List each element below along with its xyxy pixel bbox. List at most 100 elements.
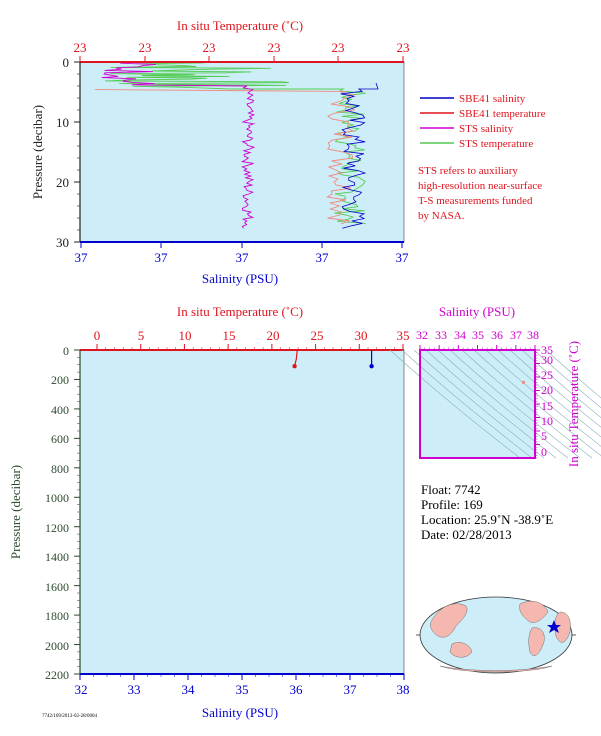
full-depth-temp-tick-label: 20 [267,328,280,343]
near-surface-salinity-tick-label: 37 [316,250,330,265]
full-depth-temp-tick-label: 0 [94,328,101,343]
near-surface-temp-tick-label: 23 [268,40,281,55]
full-depth-temp-tick-label: 30 [355,328,368,343]
full-depth-plot-area [80,350,404,674]
map-land-south-america [528,627,545,656]
legend-label: STS salinity [459,123,514,135]
ts-temperature-tick-label: 10 [541,414,553,428]
ts-contour-line [401,349,533,459]
legend-note-line: by NASA. [418,210,465,222]
full-depth-pressure-tick-label: 200 [51,373,69,387]
near-surface-pressure-tick-label: 20 [56,175,69,190]
sbe41-temperature-profile-line [294,350,298,367]
legend-note-line: T-S measurements funded [418,195,533,207]
full-depth-salinity-tick-label: 38 [397,682,410,697]
ts-contour-line [509,349,601,428]
full-depth-pressure-tick-label: 1800 [45,609,69,623]
ts-contour-line [389,349,521,459]
full-depth-ticks [74,344,405,680]
ts-salinity-tick-label: 37 [510,328,522,342]
ts-diagram: Salinity (PSU) 32 33 34 35 36 37 38 0 5 … [389,304,601,467]
ts-contour-line [497,349,601,438]
full-depth-salinity-tick-label: 36 [290,682,304,697]
ts-contour-line [485,349,601,447]
full-depth-salinity-tick-label: 32 [75,682,88,697]
map-land-australia [449,642,473,658]
world-location-map [416,596,576,674]
ts-points [521,380,526,384]
near-surface-temperature-axis-title: In situ Temperature (˚C) [177,18,303,33]
near-surface-salinity-tick-label: 37 [236,250,250,265]
sts-temperature-line [104,61,366,224]
near-surface-ticks [74,56,404,248]
full-depth-traces [292,350,374,369]
profile-end-point [369,364,374,369]
near-surface-pressure-tick-label: 10 [56,115,69,130]
near-surface-pressure-tick-label: 30 [56,235,69,250]
ts-contour-line [533,349,601,409]
full-depth-temp-tick-label: 35 [397,328,410,343]
near-surface-temp-tick-label: 23 [203,40,216,55]
near-surface-salinity-tick-label: 37 [396,250,410,265]
ts-salinity-tick-label: 36 [491,328,503,342]
location-line: Location: 25.9˚N -38.9˚E [421,512,553,527]
ts-contour-line [413,349,545,459]
map-land-africa-europe [554,611,571,643]
full-depth-pressure-axis-title: Pressure (decibar) [8,465,23,559]
full-depth-temp-tick-label: 25 [311,328,324,343]
full-depth-pressure-tick-label: 1000 [45,491,69,505]
sbe41-salinity-line [340,82,379,229]
legend-label: SBE41 temperature [459,108,546,120]
full-depth-pressure-tick-label: 800 [51,462,69,476]
near-surface-temp-tick-label: 23 [397,40,410,55]
near-surface-pressure-tick-label: 0 [63,55,70,70]
near-surface-pressure-axis-title: Pressure (decibar) [30,105,45,199]
near-surface-salinity-tick-label: 37 [75,250,89,265]
sbe41-temperature-line [94,89,356,225]
full-depth-salinity-tick-label: 34 [182,682,196,697]
map-land-antarctica [439,665,553,673]
ts-salinity-axis-title: Salinity (PSU) [439,304,515,319]
legend-note-line: STS refers to auxiliary [418,165,518,177]
near-surface-temp-tick-label: 23 [139,40,152,55]
legend-note-line: high-resolution near-surface [418,180,542,192]
full-depth-salinity-tick-label: 33 [128,682,141,697]
ts-ticks [419,345,540,459]
ts-temperature-tick-label: 20 [541,383,553,397]
full-depth-pressure-tick-label: 1400 [45,550,69,564]
legend-label: SBE41 salinity [459,93,526,105]
ts-temperature-tick-label: 35 [541,343,553,357]
full-depth-pressure-tick-label: 2000 [45,639,69,653]
ts-plot-area [420,350,535,458]
ts-contour-line [437,349,569,459]
near-surface-temp-tick-label: 23 [332,40,345,55]
footer-code: 7742/169/2013-02-28/0004 [42,714,97,719]
ts-salinity-tick-label: 38 [527,328,539,342]
full-depth-temp-tick-label: 10 [179,328,192,343]
near-surface-chart: In situ Temperature (˚C) 23 23 23 23 23 … [30,18,410,286]
full-depth-pressure-tick-label: 400 [51,403,69,417]
ts-salinity-tick-label: 35 [472,328,484,342]
near-surface-traces [94,61,379,229]
full-depth-temp-tick-label: 5 [138,328,145,343]
near-surface-salinity-tick-label: 37 [155,250,169,265]
full-depth-pressure-tick-label: 1200 [45,521,69,535]
ts-temperature-axis-title: In situ Temperature (˚C) [566,341,581,467]
date-line: Date: 02/28/2013 [421,527,512,542]
ts-temperature-tick-label: 30 [541,353,553,367]
full-depth-temperature-axis-title: In situ Temperature (˚C) [177,304,303,319]
ts-temperature-tick-label: 0 [541,445,547,459]
ts-temperature-tick-label: 25 [541,368,553,382]
float-location-star-icon [547,620,561,633]
ts-temperature-tick-label: 5 [541,429,547,443]
legend: SBE41 salinity SBE41 temperature STS sal… [418,93,546,222]
full-depth-pressure-tick-label: 0 [63,344,69,358]
float-info: Float: 7742 Profile: 169 Location: 25.9˚… [421,482,553,542]
ts-salinity-tick-label: 33 [435,328,447,342]
map-land-asia [430,603,468,638]
float-id-line: Float: 7742 [421,482,481,497]
ts-point [521,380,526,384]
full-depth-chart: In situ Temperature (˚C) 0 5 10 15 20 25… [8,304,410,720]
ts-contour-line [545,349,601,399]
